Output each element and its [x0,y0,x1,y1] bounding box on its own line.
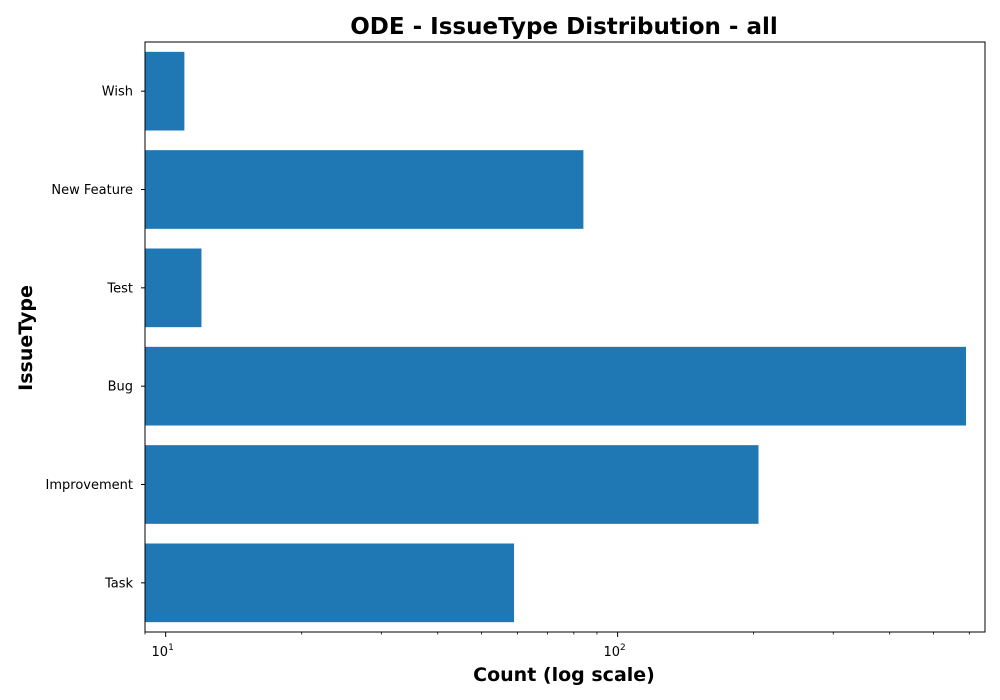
bar-test [145,248,202,328]
y-tick-label: Task [104,576,134,591]
y-tick-label: Bug [108,380,133,395]
y-tick-label: Wish [102,85,133,100]
y-tick-label: Test [106,281,133,296]
y-tick-label: Improvement [46,478,133,493]
y-axis-label: IssueType [15,285,37,391]
plot-area: Task Improvement Bug Test New Feature Wish 101… [46,51,970,660]
bar-new-feature [145,150,584,229]
bar-bug [145,346,966,426]
plot-frame [144,41,986,633]
bar-task [145,543,515,623]
chart-title: ODE - IssueType Distribution - all [350,14,777,40]
y-tick-label: New Feature [51,183,133,198]
x-tick-label: 101 [152,643,174,660]
bar-improvement [145,445,759,524]
bar-wish [145,51,185,131]
x-tick-label: 102 [603,643,625,660]
x-axis-label: Count (log scale) [473,664,655,686]
